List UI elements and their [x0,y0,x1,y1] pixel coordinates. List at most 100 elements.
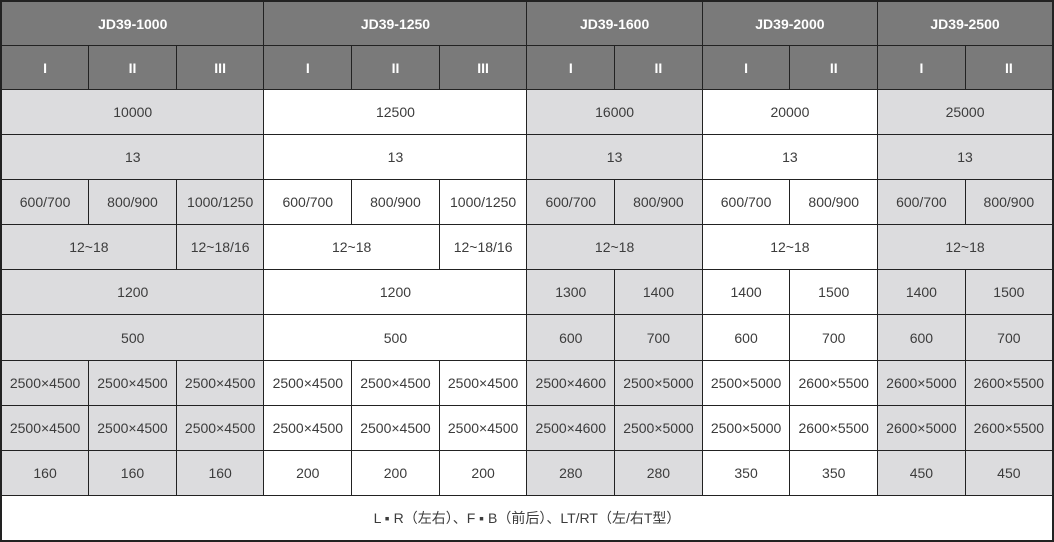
header-subcol-cell: III [175,45,265,90]
table-body: 10000 12500 16000 20000 25000 13 13 13 13 13 600/7… [0,88,1054,542]
table-row: 10000 12500 16000 20000 25000 [0,88,1054,136]
header-subcol-cell: I [701,45,791,90]
table-cell: 350 [789,449,879,496]
header-subcol-cell: I [263,45,353,90]
table-cell: 2500×4500 [88,359,177,406]
table-cell: 700 [964,314,1054,361]
table-cell: 12500 [263,88,528,136]
table-cell: 700 [789,314,879,361]
table-cell: 1000/1250 [175,179,265,226]
table-cell: 2500×4500 [263,359,353,406]
table-cell: 12~18 [526,224,703,271]
table-cell: 200 [351,449,440,496]
table-cell: 2500×5000 [701,359,791,406]
table-cell: 2500×4500 [175,359,265,406]
table-cell: 600 [526,314,616,361]
header-group-cell: JD39-1600 [526,0,703,46]
table-cell: 2500×4500 [351,404,440,451]
table-cell: 12~18/16 [438,224,528,271]
table-cell: 13 [877,134,1054,181]
header-subcol-cell: II [964,45,1054,90]
footer-row: L ▪ R（左右）、F ▪ B（前后）、LT/RT（左/右T型） [0,494,1054,542]
header-subcol-cell: I [0,45,90,90]
table-cell: 500 [263,314,528,361]
table-row: 12~18 12~18/16 12~18 12~18/16 12~18 12~18 12~1… [0,224,1054,271]
table-cell: 2500×4500 [438,404,528,451]
footer-cell: L ▪ R（左右）、F ▪ B（前后）、LT/RT（左/右T型） [0,494,1054,542]
header-subcol-cell: III [438,45,528,90]
header-subcol-row: I II III I II III I II I II I II [0,45,1054,90]
table-row: 600/700 800/900 1000/1250 600/700 800/900 100… [0,179,1054,226]
table-cell: 1500 [789,269,879,316]
table-cell: 600/700 [701,179,791,226]
table-cell: 13 [263,134,528,181]
header-group-cell: JD39-1000 [0,0,265,46]
table-cell: 2600×5500 [964,404,1054,451]
table-cell: 12~18 [877,224,1054,271]
table-cell: 2500×4500 [0,404,90,451]
table-cell: 25000 [877,88,1054,136]
header-group-row: JD39-1000 JD39-1250 JD39-1600 JD39-2000 JD39… [0,0,1054,46]
table-row: 2500×4500 2500×4500 2500×4500 2500×4500 2500… [0,404,1054,451]
table-cell: 160 [88,449,177,496]
header-subcol-cell: I [526,45,616,90]
table-cell: 600/700 [0,179,90,226]
table-cell: 350 [701,449,791,496]
table-cell: 2600×5000 [877,359,966,406]
table-cell: 200 [263,449,353,496]
table-cell: 20000 [701,88,879,136]
table-cell: 2500×5000 [614,404,703,451]
table-cell: 800/900 [351,179,440,226]
table-cell: 450 [964,449,1054,496]
table-cell: 800/900 [614,179,703,226]
table-cell: 2500×4600 [526,359,616,406]
table-cell: 2500×4600 [526,404,616,451]
table-cell: 2500×4500 [88,404,177,451]
table-cell: 13 [701,134,879,181]
table-cell: 13 [526,134,703,181]
table-cell: 600/700 [877,179,966,226]
table-cell: 280 [614,449,703,496]
table-row: 1200 1200 1300 1400 1400 1500 1400 1500 [0,269,1054,316]
table-row: 13 13 13 13 13 [0,134,1054,181]
table-cell: 2600×5000 [877,404,966,451]
header-subcol-cell: II [789,45,879,90]
table-cell: 600 [701,314,791,361]
table-cell: 2500×4500 [351,359,440,406]
table-cell: 1200 [263,269,528,316]
table-cell: 800/900 [789,179,879,226]
table-cell: 1500 [964,269,1054,316]
table-row: 500 500 600 700 600 700 600 700 [0,314,1054,361]
table-cell: 450 [877,449,966,496]
table-cell: 2500×5000 [614,359,703,406]
table-cell: 2500×4500 [438,359,528,406]
table-cell: 1000/1250 [438,179,528,226]
table-cell: 2500×5000 [701,404,791,451]
header-subcol-cell: I [877,45,966,90]
table-row: 2500×4500 2500×4500 2500×4500 2500×4500 2500… [0,359,1054,406]
table-cell: 1300 [526,269,616,316]
header-group-cell: JD39-1250 [263,0,528,46]
header-subcol-cell: II [88,45,177,90]
table-cell: 12~18 [0,224,177,271]
table-cell: 10000 [0,88,265,136]
table-cell: 600 [877,314,966,361]
table-cell: 13 [0,134,265,181]
table-cell: 2500×4500 [263,404,353,451]
table-cell: 2500×4500 [175,404,265,451]
table-cell: 2600×5500 [789,359,879,406]
table-cell: 2600×5500 [964,359,1054,406]
table-cell: 600/700 [526,179,616,226]
header-group-cell: JD39-2500 [877,0,1054,46]
table-cell: 160 [175,449,265,496]
table-cell: 600/700 [263,179,353,226]
table-cell: 2500×4500 [0,359,90,406]
table-cell: 200 [438,449,528,496]
header-subcol-cell: II [614,45,703,90]
table-cell: 12~18 [263,224,440,271]
table-cell: 1200 [0,269,265,316]
table-cell: 2600×5500 [789,404,879,451]
table-cell: 16000 [526,88,703,136]
table-cell: 1400 [614,269,703,316]
